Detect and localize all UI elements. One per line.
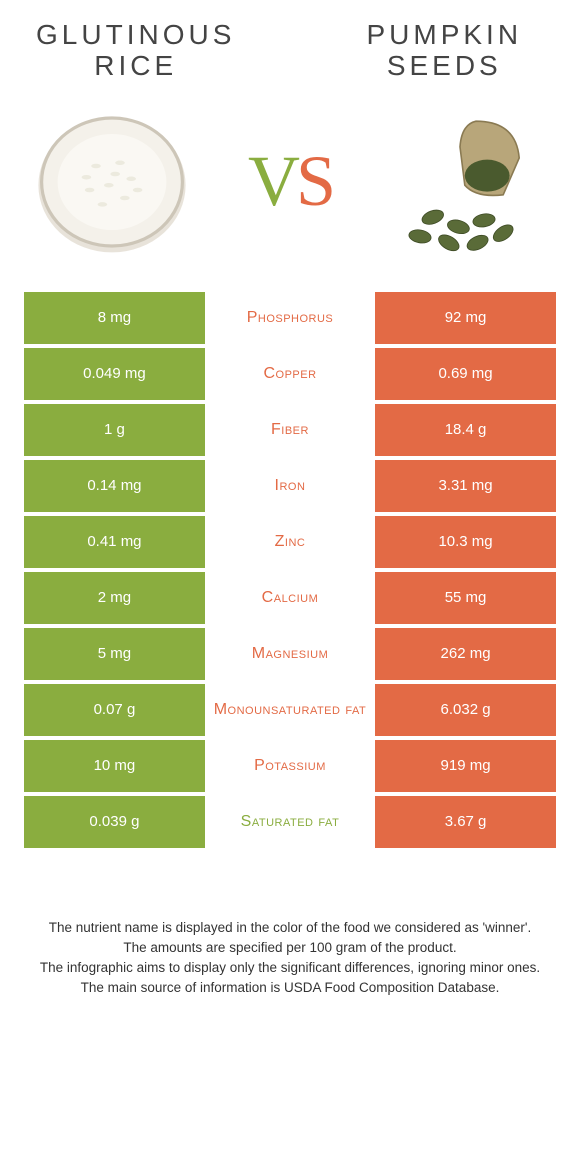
nutrient-name-cell: Calcium	[205, 572, 375, 624]
infographic-container: GLUTINOUS RICE PUMPKIN SEEDS VS	[0, 0, 580, 1019]
nutrient-name-cell: Magnesium	[205, 628, 375, 680]
right-value-cell: 6.032 g	[375, 684, 556, 736]
left-food-image	[32, 102, 192, 262]
footer-line: The infographic aims to display only the…	[34, 958, 546, 978]
nutrient-name-cell: Saturated fat	[205, 796, 375, 848]
nutrient-name-cell: Monounsaturated fat	[205, 684, 375, 736]
nutrient-row: 0.07 gMonounsaturated fat6.032 g	[24, 684, 556, 736]
left-value-cell: 0.14 mg	[24, 460, 205, 512]
vs-s: S	[296, 141, 332, 221]
footer-line: The amounts are specified per 100 gram o…	[34, 938, 546, 958]
right-value-cell: 0.69 mg	[375, 348, 556, 400]
left-value-cell: 5 mg	[24, 628, 205, 680]
nutrient-row: 10 mgPotassium919 mg	[24, 740, 556, 792]
left-value-cell: 10 mg	[24, 740, 205, 792]
footer-notes: The nutrient name is displayed in the co…	[24, 918, 556, 999]
left-value-cell: 2 mg	[24, 572, 205, 624]
nutrient-name-cell: Fiber	[205, 404, 375, 456]
nutrient-name-cell: Iron	[205, 460, 375, 512]
nutrient-name-cell: Potassium	[205, 740, 375, 792]
nutrient-row: 8 mgPhosphorus92 mg	[24, 292, 556, 344]
right-food-title: PUMPKIN SEEDS	[333, 20, 556, 82]
left-food-title: GLUTINOUS RICE	[24, 20, 247, 82]
right-value-cell: 10.3 mg	[375, 516, 556, 568]
left-value-cell: 0.07 g	[24, 684, 205, 736]
footer-line: The main source of information is USDA F…	[34, 978, 546, 998]
nutrient-row: 1 gFiber18.4 g	[24, 404, 556, 456]
right-value-cell: 3.67 g	[375, 796, 556, 848]
left-value-cell: 1 g	[24, 404, 205, 456]
nutrient-row: 0.41 mgZinc10.3 mg	[24, 516, 556, 568]
right-value-cell: 55 mg	[375, 572, 556, 624]
right-value-cell: 3.31 mg	[375, 460, 556, 512]
nutrient-name-cell: Copper	[205, 348, 375, 400]
left-value-cell: 8 mg	[24, 292, 205, 344]
left-value-cell: 0.41 mg	[24, 516, 205, 568]
left-value-cell: 0.049 mg	[24, 348, 205, 400]
footer-line: The nutrient name is displayed in the co…	[34, 918, 546, 938]
image-row: VS	[24, 102, 556, 262]
vs-label: VS	[248, 140, 332, 223]
nutrient-table: 8 mgPhosphorus92 mg0.049 mgCopper0.69 mg…	[24, 292, 556, 848]
right-value-cell: 262 mg	[375, 628, 556, 680]
nutrient-name-cell: Zinc	[205, 516, 375, 568]
right-value-cell: 919 mg	[375, 740, 556, 792]
right-food-image	[388, 102, 548, 262]
nutrient-row: 0.049 mgCopper0.69 mg	[24, 348, 556, 400]
nutrient-row: 5 mgMagnesium262 mg	[24, 628, 556, 680]
nutrient-row: 0.14 mgIron3.31 mg	[24, 460, 556, 512]
right-value-cell: 92 mg	[375, 292, 556, 344]
right-value-cell: 18.4 g	[375, 404, 556, 456]
title-row: GLUTINOUS RICE PUMPKIN SEEDS	[24, 20, 556, 82]
left-value-cell: 0.039 g	[24, 796, 205, 848]
nutrient-row: 2 mgCalcium55 mg	[24, 572, 556, 624]
nutrient-name-cell: Phosphorus	[205, 292, 375, 344]
nutrient-row: 0.039 gSaturated fat3.67 g	[24, 796, 556, 848]
vs-v: V	[248, 141, 296, 221]
